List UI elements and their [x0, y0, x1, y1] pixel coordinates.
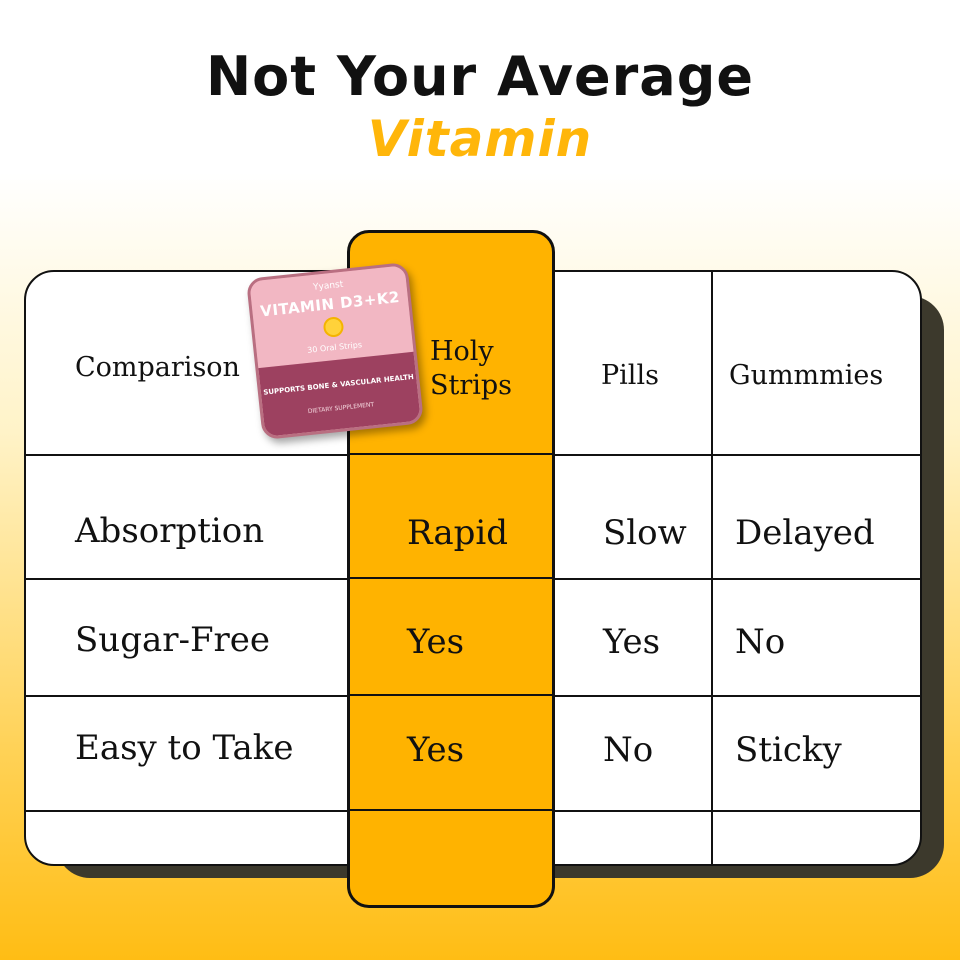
headline-line-1: Not Your Average [205, 45, 755, 108]
header-comparison: Comparison [75, 352, 240, 383]
holy-value-easy-to-take: Yes [407, 730, 465, 770]
pills-value-absorption: Slow [603, 513, 687, 553]
vitamin-strip-tin-icon: Yyanst VITAMIN D3+K2 30 Oral Strips SUPP… [245, 261, 425, 441]
header-gummies: Gummmies [729, 360, 884, 391]
header-pills: Pills [601, 360, 659, 391]
gummies-value-sugar-free: No [735, 622, 786, 662]
highlight-divider [350, 809, 552, 811]
headline-line-2: Vitamin [367, 110, 593, 168]
holy-value-absorption: Rapid [407, 513, 509, 553]
table-column-divider [711, 272, 713, 864]
header-holy-line2: Strips [430, 370, 513, 401]
row-label-sugar-free: Sugar-Free [75, 620, 271, 660]
highlight-divider [350, 577, 552, 579]
headline: Not Your Average Vitamin [0, 45, 960, 168]
holy-value-sugar-free: Yes [407, 622, 465, 662]
highlight-divider [350, 453, 552, 455]
row-label-absorption: Absorption [75, 511, 265, 551]
pills-value-sugar-free: Yes [603, 622, 661, 662]
gummies-value-absorption: Delayed [735, 513, 875, 553]
highlight-divider [350, 694, 552, 696]
pills-value-easy-to-take: No [603, 730, 654, 770]
gummies-value-easy-to-take: Sticky [735, 730, 842, 770]
header-holy-line1: Holy [430, 336, 494, 367]
row-label-easy-to-take: Easy to Take [75, 728, 294, 768]
